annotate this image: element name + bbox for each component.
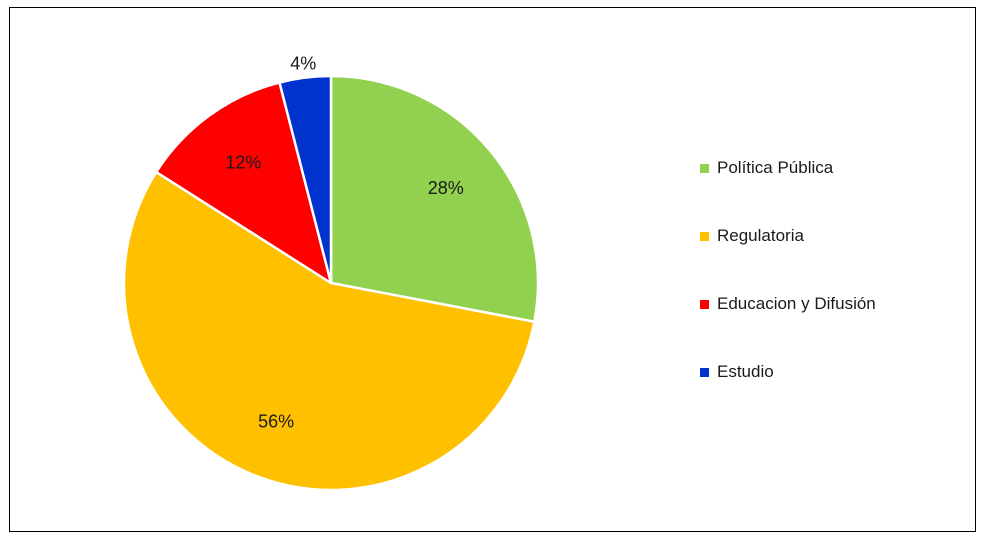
legend-label: Estudio (717, 362, 774, 381)
pie-data-labels: 28% 56% 12% 4% (225, 54, 463, 432)
legend-swatch (700, 367, 709, 377)
data-label-pol-tica-p-blica: 28% (428, 178, 464, 198)
data-label-educacion-y-difusi-n: 12% (225, 152, 261, 172)
pie-slice-regulatoria (122, 170, 536, 492)
pie-slice-educacion-y-difusi-n (154, 81, 333, 285)
legend-swatch (700, 231, 709, 241)
data-label-estudio: 4% (290, 54, 316, 74)
legend-swatch (700, 299, 709, 309)
pie-slice-pol-tica-p-blica (329, 74, 540, 324)
pie-slices (122, 74, 540, 492)
legend-item-pol-tica-p-blica: Política Pública (700, 155, 876, 181)
legend: Política Pública Regulatoria Educacion y D… (700, 155, 876, 427)
legend-item-regulatoria: Regulatoria (700, 223, 876, 249)
legend-item-estudio: Estudio (700, 359, 876, 385)
legend-label: Regulatoria (717, 226, 804, 245)
legend-label: Educacion y Difusión (717, 294, 876, 313)
legend-swatch (700, 163, 709, 173)
legend-item-educacion-y-difusi-n: Educacion y Difusión (700, 291, 876, 317)
data-label-regulatoria: 56% (258, 412, 294, 432)
legend-label: Política Pública (717, 158, 834, 177)
pie-slice-estudio (278, 74, 333, 285)
